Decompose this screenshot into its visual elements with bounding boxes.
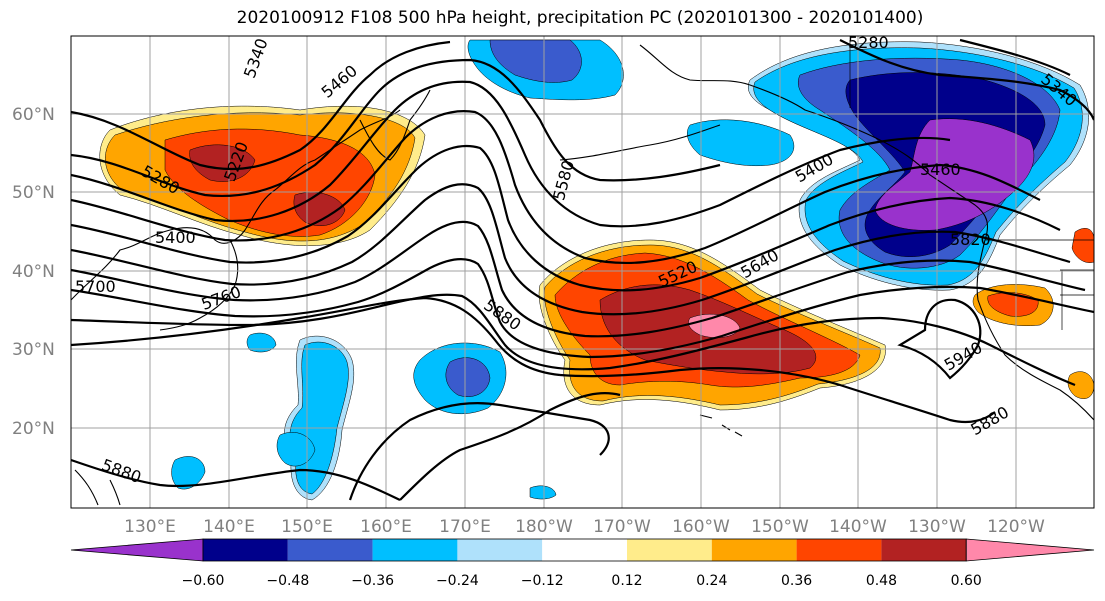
height-contour: [71, 220, 1086, 338]
anomaly-region-subtropical-negative: [529, 485, 557, 500]
height-contour: [71, 392, 621, 501]
lon-label: 170°E: [439, 517, 491, 537]
anomaly-region-us-positive: [1067, 371, 1094, 399]
lon-label: 170°W: [593, 517, 651, 537]
map-frame: [70, 35, 1095, 509]
colorbar-segment: [457, 539, 543, 561]
coastline-east-asia: [71, 109, 401, 301]
anomaly-region-us-positive: [1071, 228, 1094, 263]
colorbar-tick-label: 0.60: [951, 573, 982, 589]
lon-label: 180°W: [515, 517, 573, 537]
colorbar-extend-low: [70, 538, 204, 562]
colorbar-tick-label: −0.12: [521, 573, 564, 589]
contour-label: 5400: [155, 228, 196, 247]
longitude-labels: 130°E 140°E 150°E 160°E 170°E 180°W 170°…: [124, 517, 1045, 537]
contour-label: 5460: [920, 160, 961, 179]
colorbar-frame: [202, 538, 967, 562]
height-contour: [839, 39, 1094, 121]
lon-label: 130°E: [124, 517, 176, 537]
lat-label: 60°N: [12, 105, 55, 125]
colorbar-segment: [287, 539, 373, 561]
lat-label: 20°N: [12, 419, 55, 439]
colorbar-segment: [796, 539, 882, 561]
height-contour: [71, 40, 451, 171]
height-contour: [71, 80, 951, 228]
contour-label: 5820: [950, 230, 991, 249]
coastline-north-america: [976, 239, 1094, 421]
contour-label: 5700: [75, 277, 116, 296]
colorbar-tick-label: 0.24: [696, 573, 727, 589]
coastline-alaska: [639, 44, 989, 241]
height-contour: [71, 296, 561, 377]
anomaly-region-subtropical-negative: [445, 357, 491, 397]
anomaly-region-subtropical-negative: [276, 432, 316, 467]
colorbar-segment: [627, 539, 712, 561]
coastline-aleutians: [559, 124, 721, 161]
height-contour: [879, 316, 1076, 387]
anomaly-region-bering-negative: [489, 39, 582, 83]
coastlines: [71, 44, 1094, 506]
height-contour: [71, 258, 1094, 359]
colorbar-segment: [881, 539, 967, 561]
colorbar-segment: [542, 539, 627, 561]
height-contour: [348, 402, 610, 501]
colorbar-extend-high: [965, 538, 1095, 562]
lon-label: 130°W: [908, 517, 966, 537]
height-contour: [71, 110, 1041, 265]
colorbar-tick-label: −0.60: [182, 573, 225, 589]
colorbar-segment: [203, 539, 288, 561]
height-contour: [559, 367, 996, 424]
colorbar-tick-label: −0.24: [436, 573, 479, 589]
anomaly-region-us-positive: [987, 292, 1039, 317]
lon-label: 160°W: [672, 517, 730, 537]
lon-label: 150°W: [751, 517, 809, 537]
anomaly-region-aleutian-negative: [687, 119, 795, 167]
map-panel: 5340 5460 5280 5220 5400 5700 5760 5580 …: [70, 33, 1095, 509]
contour-label: 5280: [848, 33, 889, 52]
colorbar-segment: [711, 539, 797, 561]
colorbar-tick-label: −0.36: [351, 573, 394, 589]
lon-label: 120°W: [987, 517, 1045, 537]
height-contour: [71, 293, 881, 371]
lat-label: 30°N: [12, 340, 55, 360]
colorbar-tick-label: 0.12: [611, 573, 642, 589]
colorbar-tick-label: 0.48: [866, 573, 897, 589]
height-contour: [71, 144, 1061, 292]
height-contour: [897, 298, 982, 380]
height-contours: [71, 38, 1094, 501]
lat-label: 50°N: [12, 183, 55, 203]
lon-label: 140°E: [203, 517, 255, 537]
colorbar-tick-label: 0.36: [781, 573, 812, 589]
coastline-philippines: [74, 469, 121, 506]
colorbar-tick-label: −0.48: [266, 573, 309, 589]
height-contour: [71, 58, 721, 197]
colorbar: −0.60 −0.48 −0.36 −0.24 −0.12 0.12 0.24 …: [70, 538, 1095, 589]
political-borders: [849, 40, 1094, 330]
colorbar-segment: [372, 539, 458, 561]
lon-label: 160°E: [360, 517, 412, 537]
height-contour: [959, 38, 1071, 76]
gridlines: [71, 36, 1094, 508]
latitude-labels: 60°N 50°N 40°N 30°N 20°N: [12, 105, 55, 439]
lat-label: 40°N: [12, 262, 55, 282]
lon-label: 140°W: [829, 517, 887, 537]
lon-label: 150°E: [281, 517, 333, 537]
map-title: 2020100912 F108 500 hPa height, precipit…: [236, 8, 924, 28]
height-contour: [71, 183, 1071, 316]
anomaly-region-subtropical-negative: [246, 332, 277, 353]
